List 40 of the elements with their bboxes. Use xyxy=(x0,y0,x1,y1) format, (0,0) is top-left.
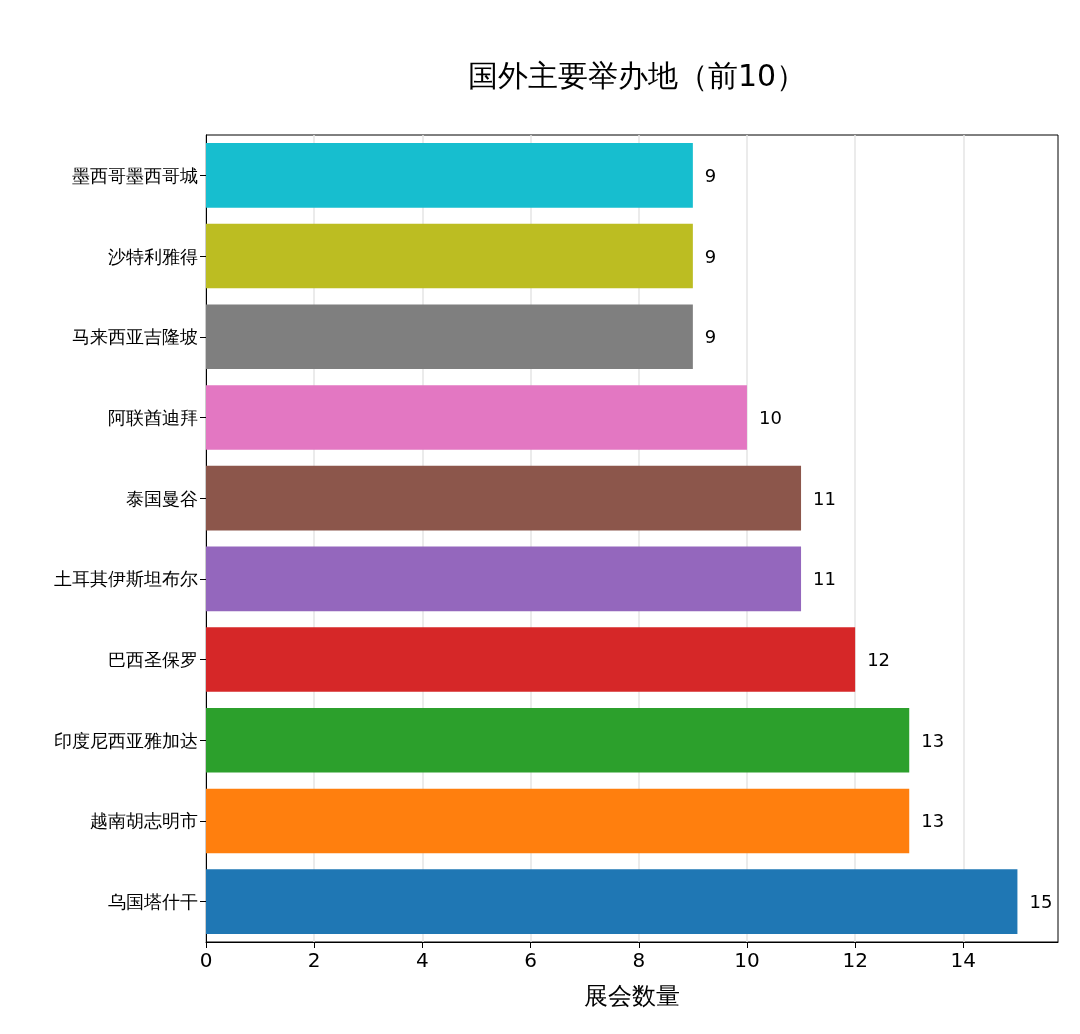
chart-title: 国外主要举办地（前10） xyxy=(467,57,807,93)
data-label: 13 xyxy=(921,810,945,832)
x-tick-label: 2 xyxy=(307,948,321,972)
bar xyxy=(206,304,693,370)
data-label: 13 xyxy=(921,729,945,751)
y-tick-label: 墨西哥墨西哥城 xyxy=(72,164,198,186)
data-label: 12 xyxy=(867,649,891,671)
data-label: 9 xyxy=(704,326,717,348)
bar xyxy=(206,869,1018,934)
data-label: 11 xyxy=(813,568,836,590)
x-axis-title: 展会数量 xyxy=(584,982,680,1010)
y-tick-label: 土耳其伊斯坦布尔 xyxy=(54,568,198,590)
x-tick-label: 8 xyxy=(632,948,646,972)
x-tick-label: 0 xyxy=(199,948,213,972)
x-tick-label: 6 xyxy=(524,948,537,972)
y-tick-label: 乌国塔什干 xyxy=(108,891,198,913)
bar xyxy=(206,788,910,854)
data-label: 9 xyxy=(704,245,717,267)
bar xyxy=(206,465,802,531)
bar xyxy=(206,385,747,450)
bar xyxy=(206,143,693,208)
x-tick-label: 14 xyxy=(950,948,977,972)
x-tick-label: 4 xyxy=(416,948,429,972)
y-tick-label: 印度尼西亚雅加达 xyxy=(54,729,198,751)
data-label: 11 xyxy=(813,487,836,509)
x-tick-label: 12 xyxy=(842,948,868,972)
y-tick-label: 越南胡志明市 xyxy=(90,810,198,832)
bar xyxy=(206,627,856,692)
y-tick-label: 巴西圣保罗 xyxy=(108,649,198,671)
data-label: 9 xyxy=(704,164,717,186)
bar xyxy=(206,223,693,289)
y-tick-label: 泰国曼谷 xyxy=(126,487,198,509)
data-label: 15 xyxy=(1029,891,1053,913)
bar xyxy=(206,707,910,773)
y-tick-label: 马来西亚吉隆坡 xyxy=(72,326,198,348)
y-tick-label: 阿联酋迪拜 xyxy=(108,406,198,428)
data-label: 10 xyxy=(758,406,782,428)
bar xyxy=(206,546,802,612)
x-tick-label: 10 xyxy=(734,948,760,972)
y-tick-label: 沙特利雅得 xyxy=(108,245,198,267)
